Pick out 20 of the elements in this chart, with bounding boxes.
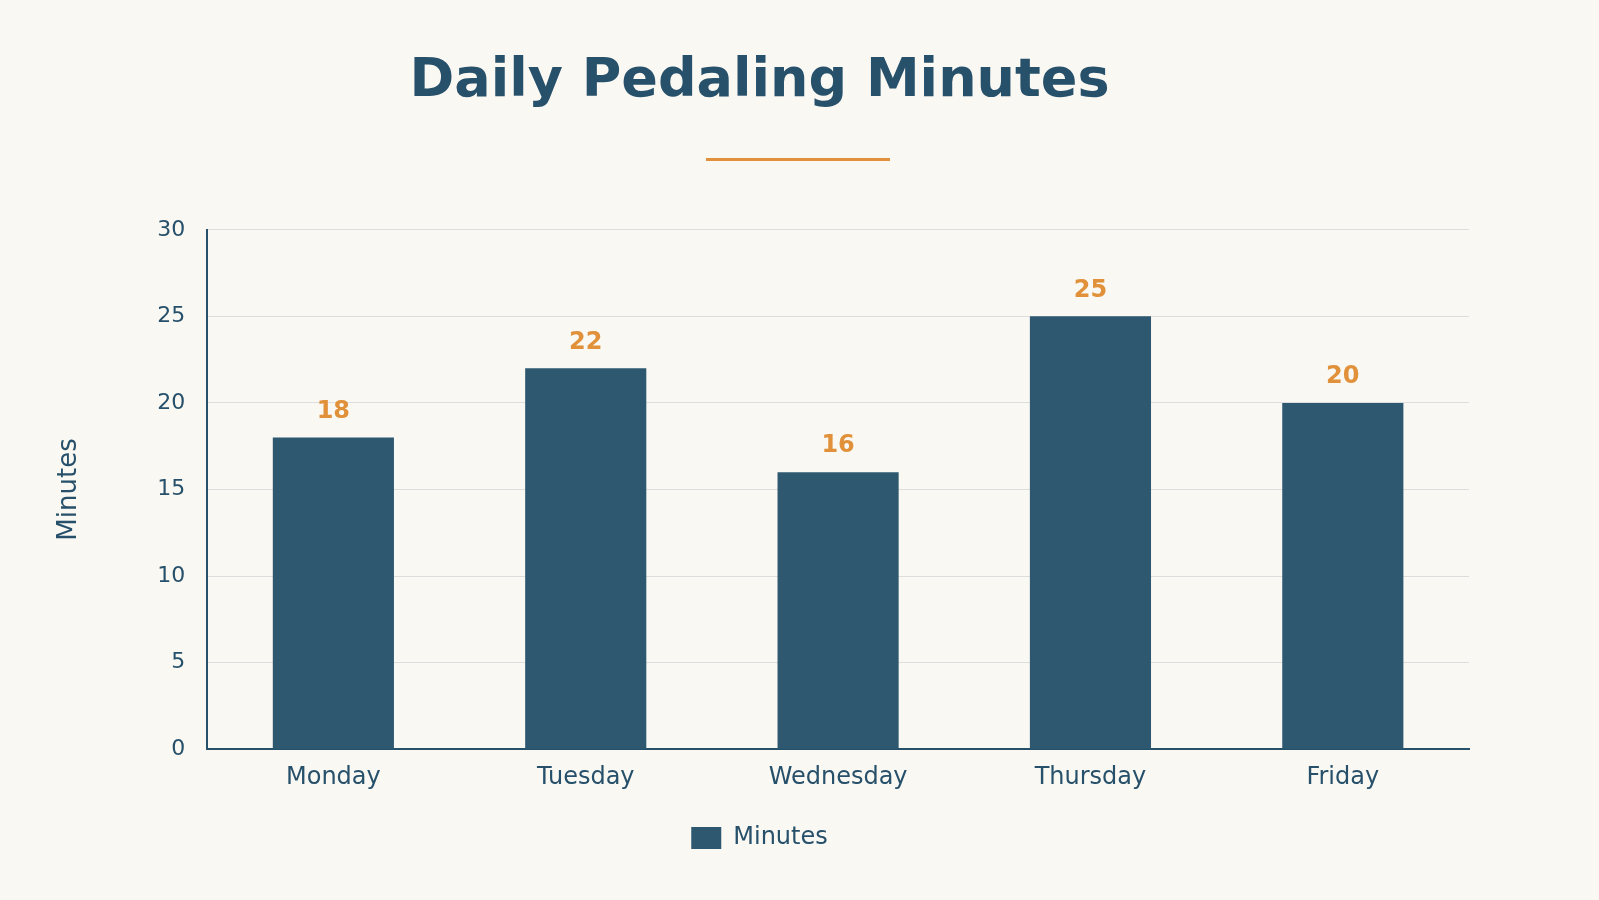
y-axis-title: Minutes — [52, 438, 83, 541]
data-label: 25 — [1073, 274, 1108, 303]
y-tick-label: 15 — [157, 475, 186, 501]
y-tick-label: 5 — [171, 648, 186, 674]
y-tick-label: 20 — [157, 388, 186, 414]
data-label: 18 — [316, 395, 351, 424]
data-label: 22 — [569, 326, 603, 355]
y-tick-label: 0 — [171, 734, 186, 760]
x-tick-label: Tuesday — [535, 761, 635, 790]
x-tick-label: Thursday — [1033, 761, 1147, 790]
y-tick-label: 10 — [157, 561, 186, 587]
y-tick-label: 25 — [157, 302, 186, 328]
x-tick-label: Wednesday — [768, 761, 908, 790]
y-tick-label: 30 — [157, 215, 186, 241]
legend-label: Minutes — [733, 822, 828, 851]
data-label: 20 — [1326, 361, 1360, 390]
x-tick-label: Friday — [1306, 761, 1380, 790]
data-label: 16 — [821, 430, 855, 459]
x-tick-label: Monday — [286, 761, 381, 790]
chart-title: Daily Pedaling Minutes — [409, 46, 1110, 110]
